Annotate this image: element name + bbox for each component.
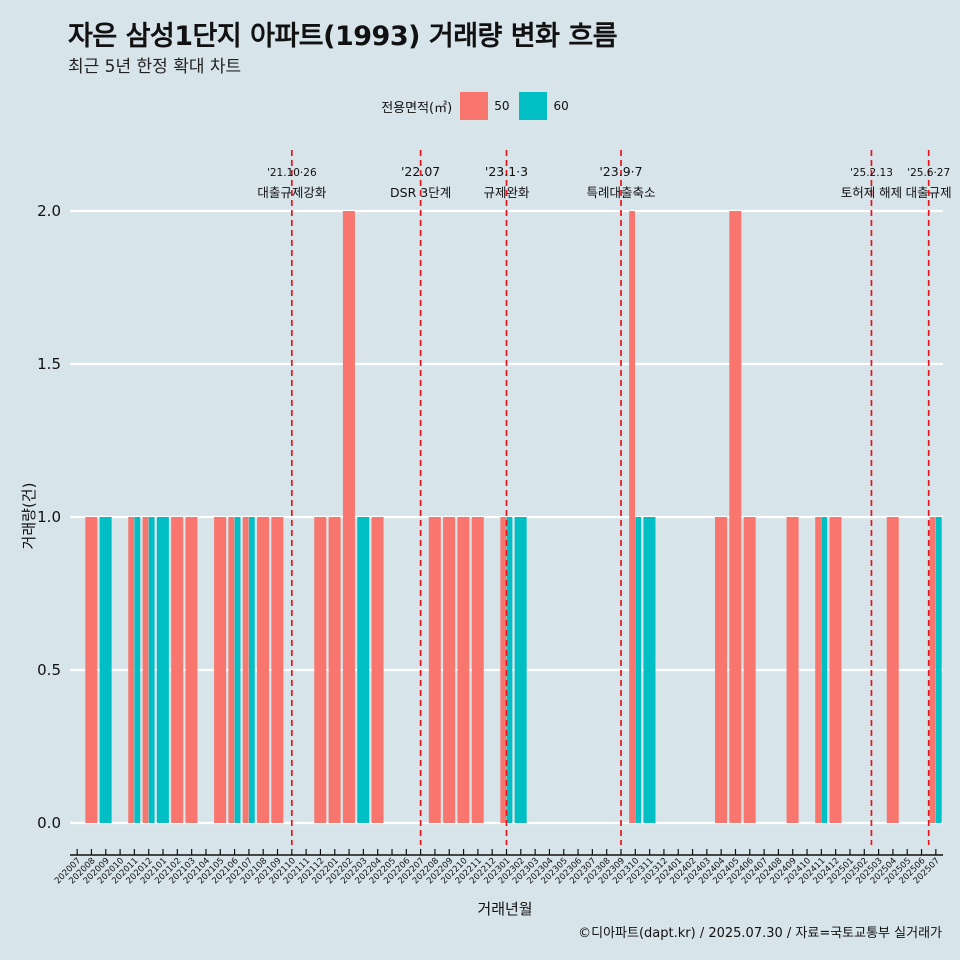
bar-50-202008 [85, 517, 98, 823]
event-date-label: '25.2.13 [850, 167, 893, 179]
bar-50-202109 [271, 517, 284, 823]
x-axis-label: 거래년월 [477, 900, 532, 918]
bar-60-202203 [357, 517, 370, 823]
bar-50-202201 [328, 517, 341, 823]
bar-50-202404 [715, 517, 728, 823]
caption: ©디아파트(dapt.kr) / 2025.07.30 / 자료=국토교통부 실… [578, 926, 942, 941]
bar-50-202112 [314, 517, 327, 823]
bar-50-202409 [786, 517, 799, 823]
bar-50-202507 [929, 517, 936, 823]
event-desc-label: 규제완화 [483, 185, 530, 200]
event-desc-label: 대출규제 [906, 185, 952, 200]
bar-60-202301 [506, 517, 513, 823]
chart-title: 자은 삼성1단지 아파트(1993) 거래량 변화 흐름 [68, 21, 618, 52]
event-date-label: '23.1·3 [485, 164, 528, 179]
y-tick-label: 1.0 [37, 508, 61, 526]
bar-50-202204 [371, 517, 384, 823]
bar-50-202412 [829, 517, 842, 823]
bar-50-202011 [128, 517, 135, 823]
event-desc-label: 토허제 해제 [841, 185, 902, 200]
event-date-label: '25.6·27 [907, 167, 950, 179]
bar-50-202012 [142, 517, 149, 823]
bar-60-202411 [821, 517, 828, 823]
bar-50-202107 [242, 517, 249, 823]
event-desc-label: 특례대출축소 [586, 185, 655, 200]
chart-subtitle: 최근 5년 한정 확대 차트 [68, 57, 242, 77]
bar-50-202411 [815, 517, 822, 823]
bar-60-202311 [643, 517, 656, 823]
bar-60-202012 [148, 517, 155, 823]
bar-60-202302 [514, 517, 527, 823]
event-date-label: '21.10·26 [267, 167, 317, 179]
legend: 전용면적(㎡) 50 60 [0, 92, 960, 120]
event-desc-label: DSR 3단계 [390, 185, 451, 200]
bar-50-202108 [257, 517, 270, 823]
bar-50-202301 [500, 517, 507, 823]
bar-50-202504 [886, 517, 899, 823]
bar-50-202106 [228, 517, 235, 823]
bar-50-202208 [428, 517, 441, 823]
legend-title: 전용면적(㎡) [381, 100, 453, 116]
legend-label-50: 50 [494, 99, 510, 113]
bar-60-202106 [234, 517, 241, 823]
legend-key-60 [519, 92, 548, 120]
bar-50-202105 [214, 517, 227, 823]
bar-50-202209 [443, 517, 456, 823]
bar-50-202210 [457, 517, 470, 823]
bar-50-202406 [743, 517, 756, 823]
event-desc-label: 대출규제강화 [257, 185, 327, 200]
y-tick-label: 0.0 [37, 814, 61, 832]
y-axis-label: 거래량(건) [20, 483, 38, 550]
bar-50-202310 [629, 211, 635, 823]
legend-label-60: 60 [553, 99, 569, 113]
bar-50-202405 [729, 211, 742, 823]
y-tick-label: 1.5 [37, 355, 61, 373]
y-tick-label: 0.5 [37, 661, 61, 679]
event-date-label: '23.9·7 [599, 164, 642, 179]
event-date-label: '22.07 [401, 164, 440, 179]
bars [85, 211, 942, 823]
legend-key-50 [460, 92, 489, 120]
bar-50-202103 [185, 517, 198, 823]
bar-60-202009 [99, 517, 112, 823]
bar-60-202310 [635, 517, 642, 823]
y-tick-label: 2.0 [37, 202, 61, 220]
bar-60-202507 [935, 517, 942, 823]
bar-50-202102 [171, 517, 184, 823]
event-lines: '21.10·26 대출규제강화 '22.07 DSR 3단계 '23.1·3 규제완화 '… [257, 150, 952, 845]
bar-50-202211 [471, 517, 484, 823]
bar-60-202011 [134, 517, 141, 823]
bar-50-202202 [342, 211, 355, 823]
bar-60-202101 [156, 517, 169, 823]
bar-60-202107 [248, 517, 255, 823]
